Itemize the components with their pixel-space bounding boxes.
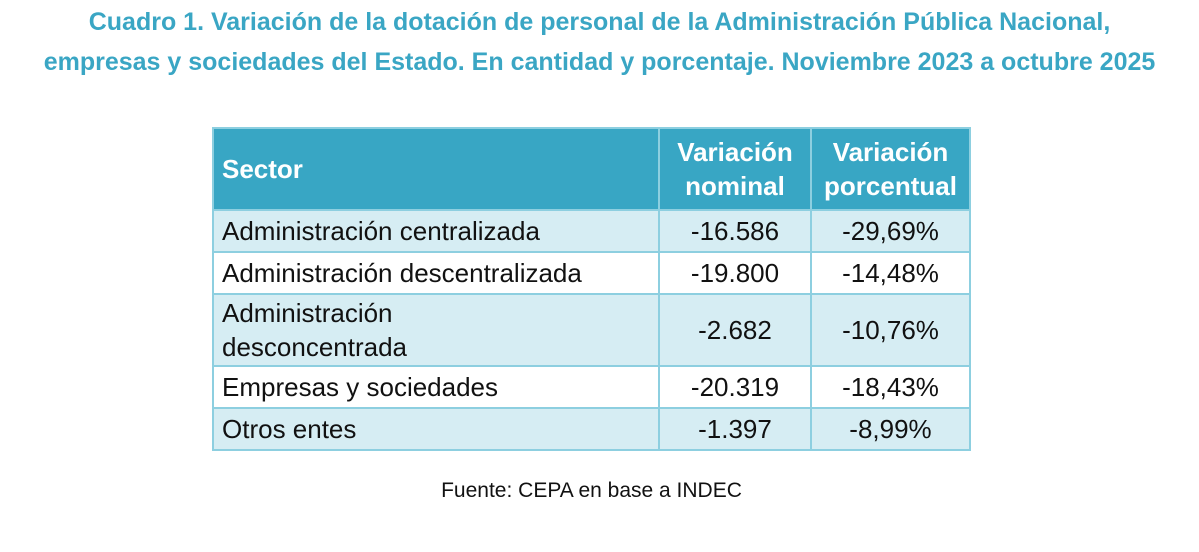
nominal-cell: -2.682 bbox=[658, 293, 812, 367]
source-note: Fuente: CEPA en base a INDEC bbox=[441, 479, 742, 502]
sector-cell: Otros entes bbox=[212, 407, 660, 451]
percent-cell: -29,69% bbox=[810, 209, 971, 253]
sector-cell: Administración descentralizada bbox=[212, 251, 660, 295]
percent-cell: -10,76% bbox=[810, 293, 971, 367]
sector-cell: Administración centralizada bbox=[212, 209, 660, 253]
table-row: Empresas y sociedades -20.319 -18,43% bbox=[212, 365, 971, 409]
nominal-cell: -16.586 bbox=[658, 209, 812, 253]
data-table: Sector Variación nominal Variación porce… bbox=[212, 127, 971, 451]
header-percent: Variación porcentual bbox=[810, 127, 971, 211]
percent-cell: -14,48% bbox=[810, 251, 971, 295]
table-row: Administración descentralizada -19.800 -… bbox=[212, 251, 971, 295]
header-row: Sector Variación nominal Variación porce… bbox=[212, 127, 971, 211]
nominal-cell: -19.800 bbox=[658, 251, 812, 295]
percent-cell: -18,43% bbox=[810, 365, 971, 409]
header-sector: Sector bbox=[212, 127, 660, 211]
table-row: Administración desconcentrada -2.682 -10… bbox=[212, 293, 971, 367]
percent-cell: -8,99% bbox=[810, 407, 971, 451]
nominal-cell: -20.319 bbox=[658, 365, 812, 409]
nominal-cell: -1.397 bbox=[658, 407, 812, 451]
sector-cell: Administración desconcentrada bbox=[212, 293, 660, 367]
table-title: Cuadro 1. Variación de la dotación de pe… bbox=[43, 8, 1156, 76]
table-row: Otros entes -1.397 -8,99% bbox=[212, 407, 971, 451]
table-row: Administración centralizada -16.586 -29,… bbox=[212, 209, 971, 253]
header-nominal: Variación nominal bbox=[658, 127, 812, 211]
sector-cell: Empresas y sociedades bbox=[212, 365, 660, 409]
